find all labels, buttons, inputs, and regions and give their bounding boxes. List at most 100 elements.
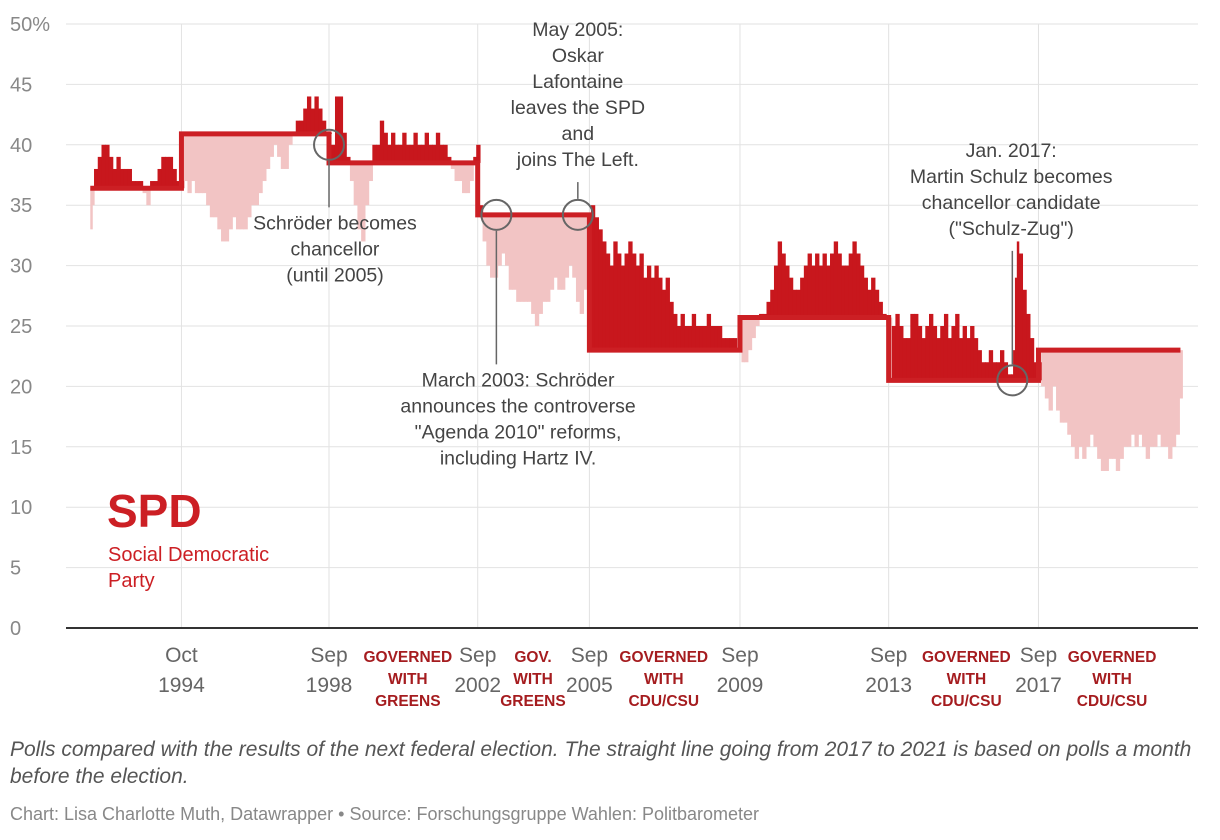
- coalition-label: GOVERNED: [922, 649, 1011, 666]
- poll-bar-below: [1063, 350, 1068, 423]
- poll-bar-below: [235, 133, 241, 230]
- poll-bar-below: [741, 317, 745, 363]
- poll-bar-below: [250, 133, 256, 206]
- annotation-text: announces the controverse: [400, 395, 635, 417]
- y-tick-label: 25: [10, 316, 32, 338]
- y-tick-label: 15: [10, 437, 32, 459]
- poll-bar-above: [929, 313, 934, 381]
- poll-bar-above: [398, 144, 403, 163]
- coalition-label: GOVERNED: [619, 649, 708, 666]
- x-tick-label: 2009: [717, 674, 764, 697]
- coalition-periods: GOVERNED WITH GREENS GOV. WITH GREENS GOVERNED…: [363, 649, 1156, 710]
- poll-bar-above: [770, 289, 775, 318]
- poll-bar-below: [561, 214, 566, 290]
- chart-footnote: Polls compared with the results of the n…: [10, 738, 1192, 788]
- poll-bar-above: [785, 265, 790, 318]
- annotation-text: chancellor: [291, 238, 380, 260]
- poll-bar-below: [1056, 350, 1061, 411]
- poll-bar-above: [394, 144, 400, 163]
- poll-bar-above: [439, 144, 444, 163]
- poll-bar-above: [844, 265, 850, 318]
- y-tick-label: 10: [10, 497, 32, 519]
- poll-bar-above: [1014, 277, 1018, 381]
- poll-bar-below: [191, 133, 196, 182]
- annotations: Schröder becomes chancellor (until 2005) Ma…: [253, 19, 1113, 469]
- result-step-line: [90, 131, 1181, 383]
- poll-bar-above: [116, 156, 121, 189]
- chart-credit: Chart: Lisa Charlotte Muth, Datawrapper •…: [10, 804, 759, 825]
- poll-bar-above: [424, 132, 429, 163]
- poll-bar-below: [1171, 350, 1177, 447]
- poll-bar-below: [1138, 350, 1143, 435]
- annotation-text: "Agenda 2010" reforms,: [415, 421, 622, 443]
- poll-bar-above: [977, 350, 982, 381]
- poll-bar-below: [497, 214, 502, 266]
- poll-bar-below: [1078, 350, 1083, 447]
- poll-bar-below: [1048, 350, 1053, 411]
- annotation-text: chancellor candidate: [922, 192, 1101, 214]
- polls-below-result: [90, 133, 1183, 471]
- poll-bar-above: [650, 277, 656, 351]
- poll-bar-above: [917, 326, 923, 381]
- poll-bar-above: [402, 132, 407, 163]
- annotation-text: Lafontaine: [532, 71, 623, 93]
- poll-bar-above: [878, 301, 883, 318]
- poll-bar-above: [717, 326, 723, 351]
- poll-bar-above: [594, 217, 599, 351]
- poll-bar-above: [153, 181, 159, 189]
- poll-bar-below: [1119, 350, 1124, 459]
- poll-bar-below: [217, 133, 222, 230]
- poll-bar-above: [476, 144, 481, 163]
- poll-bar-below: [1156, 350, 1162, 435]
- annotation-text: March 2003: Schröder: [422, 369, 615, 391]
- annotation-text: including Hartz IV.: [440, 447, 596, 469]
- poll-bar-above: [428, 144, 433, 163]
- annotation-marker: [561, 198, 594, 231]
- coalition-label: WITH: [388, 671, 428, 688]
- poll-bar-above: [1011, 374, 1014, 381]
- poll-bar-above: [684, 326, 689, 351]
- poll-bar-above: [417, 144, 422, 163]
- poll-bar-above: [811, 265, 816, 318]
- poll-bar-below: [454, 162, 459, 182]
- poll-bar-above: [314, 96, 319, 134]
- poll-bar-above: [172, 168, 177, 189]
- poll-bar-below: [1149, 350, 1154, 447]
- poll-bar-below: [1141, 350, 1147, 447]
- annotation-text: leaves the SPD: [511, 97, 645, 119]
- poll-bar-above: [346, 156, 351, 163]
- x-tick-label: 2002: [454, 674, 501, 697]
- poll-bar-below: [206, 133, 211, 206]
- poll-bar-below: [482, 214, 487, 242]
- poll-bar-above: [970, 326, 975, 381]
- poll-bar-below: [368, 162, 373, 182]
- party-subtitle-line-2: Party: [108, 570, 155, 592]
- poll-bar-above: [706, 313, 712, 351]
- party-label: SPD Social Democratic Party: [107, 485, 269, 592]
- poll-bar-above: [1026, 313, 1031, 381]
- poll-bar-below: [747, 317, 753, 351]
- poll-bar-above: [833, 241, 839, 318]
- poll-bar-above: [788, 277, 794, 318]
- poll-bar-above: [966, 338, 971, 381]
- poll-bar-above: [620, 265, 626, 351]
- poll-bar-below: [280, 133, 286, 169]
- x-tick-label: Sep: [459, 644, 496, 667]
- poll-bar-below: [1123, 350, 1128, 447]
- poll-bar-above: [617, 253, 622, 351]
- poll-bar-above: [108, 156, 114, 189]
- poll-bar-above: [435, 132, 441, 163]
- election-result-line: [90, 131, 1181, 383]
- poll-bar-below: [1164, 350, 1169, 447]
- poll-bar-above: [796, 289, 801, 318]
- poll-bar-below: [1093, 350, 1098, 447]
- poll-bar-below: [549, 214, 555, 290]
- poll-bar-below: [583, 214, 588, 290]
- poll-bar-above: [981, 362, 986, 381]
- poll-bar-below: [146, 188, 151, 206]
- credit-author: Chart: Lisa Charlotte Muth, Datawrapper: [10, 804, 334, 824]
- poll-bar-below: [361, 162, 366, 242]
- poll-bar-below: [232, 133, 237, 218]
- poll-bar-below: [469, 162, 474, 182]
- poll-bar-below: [1085, 350, 1091, 447]
